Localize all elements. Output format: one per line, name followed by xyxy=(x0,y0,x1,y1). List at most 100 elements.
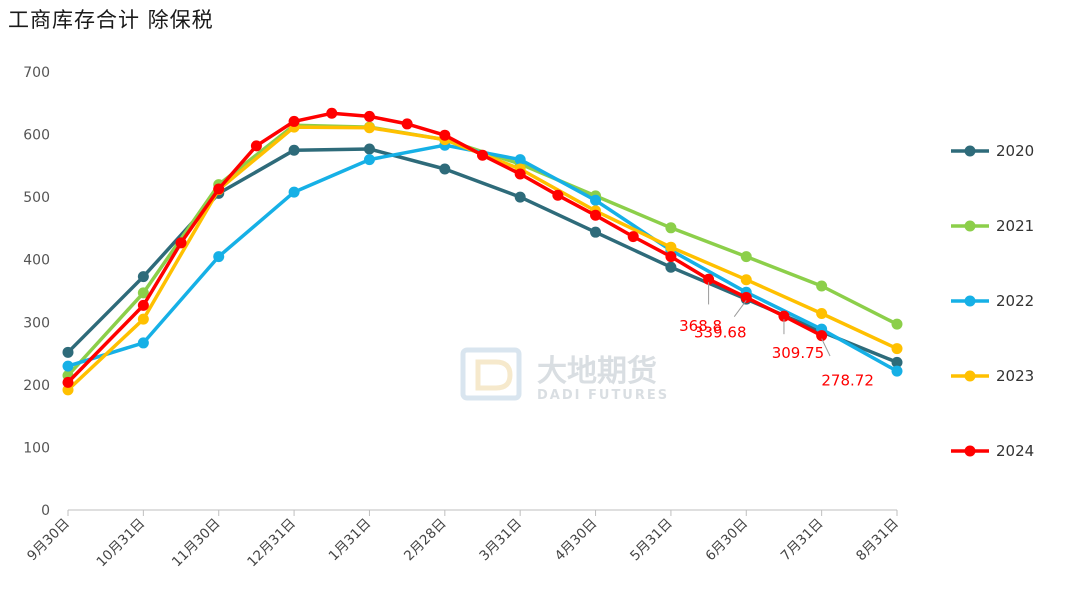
legend-swatch-marker xyxy=(964,220,976,232)
y-tick-label: 600 xyxy=(23,128,50,144)
legend-swatch-marker xyxy=(964,295,976,307)
data-point xyxy=(891,365,903,377)
data-point xyxy=(326,107,338,119)
series-layer xyxy=(62,107,903,396)
annotation-leader xyxy=(733,300,747,317)
legend: 2020 2021 2022 2023 2024 xyxy=(951,142,1034,460)
data-point xyxy=(62,376,74,388)
annotation-leader xyxy=(821,338,831,357)
legend-swatch-marker xyxy=(964,445,976,457)
data-point xyxy=(891,318,903,330)
legend-label: 2020 xyxy=(996,142,1034,160)
x-tick-label: 3月31日 xyxy=(476,516,525,565)
legend-label: 2022 xyxy=(996,292,1034,310)
x-tick-label: 7月31日 xyxy=(778,516,827,565)
legend-label: 2024 xyxy=(996,442,1034,460)
data-point xyxy=(627,231,639,243)
chart-title: 工商库存合计 除保税 xyxy=(8,8,214,32)
series-line-2024 xyxy=(66,111,823,384)
legend-swatch-marker xyxy=(964,145,976,157)
data-point xyxy=(514,168,526,180)
series-2022 xyxy=(62,139,903,377)
data-point xyxy=(891,343,903,355)
data-point xyxy=(213,251,225,263)
legend-label: 2021 xyxy=(996,217,1034,235)
data-point xyxy=(665,222,677,234)
data-point xyxy=(137,313,149,325)
data-point xyxy=(590,226,602,238)
legend-label: 2023 xyxy=(996,367,1034,385)
axes: 0 100 200 300 400 500 600 700 9月30日 10月31日 11月30日 1… xyxy=(23,65,902,570)
legend-item-2022: 2022 xyxy=(951,292,1034,310)
data-point xyxy=(552,189,564,201)
data-point xyxy=(288,144,300,156)
data-point xyxy=(137,271,149,283)
x-tick-label: 10月31日 xyxy=(93,516,148,571)
data-point xyxy=(590,209,602,221)
annotation-label: 368.8 xyxy=(679,317,722,335)
data-point xyxy=(477,149,488,161)
y-tick-label: 300 xyxy=(23,315,50,331)
watermark-logo-mark xyxy=(460,347,522,401)
data-point xyxy=(250,140,262,152)
y-tick-label: 400 xyxy=(23,253,50,269)
x-tick-label: 12月31日 xyxy=(244,516,299,571)
series-line-2020 xyxy=(66,147,898,364)
data-point xyxy=(213,183,225,195)
x-tick-label: 4月30日 xyxy=(552,516,601,565)
data-point xyxy=(363,122,375,134)
x-tick-label: 5月31日 xyxy=(627,516,676,565)
legend-item-2020: 2020 xyxy=(951,142,1034,160)
watermark-text-cn: 大地期货 xyxy=(537,354,657,389)
watermark-text-en: DADI FUTURES xyxy=(537,388,669,403)
data-point xyxy=(740,274,752,286)
legend-swatch-marker xyxy=(964,370,976,382)
data-point xyxy=(703,273,715,285)
x-tick-label: 1月31日 xyxy=(326,516,375,565)
data-point xyxy=(740,251,752,263)
data-point xyxy=(816,280,828,292)
data-point xyxy=(514,191,526,203)
data-point xyxy=(891,356,903,368)
x-tick-label: 2月28日 xyxy=(401,516,450,565)
x-tick-label: 11月30日 xyxy=(169,516,224,571)
data-point xyxy=(363,154,375,166)
y-tick-label: 200 xyxy=(23,378,50,394)
data-point xyxy=(665,261,677,273)
legend-item-2024: 2024 xyxy=(951,442,1034,460)
data-point xyxy=(590,194,602,206)
y-tick-label: 100 xyxy=(23,440,50,456)
legend-item-2021: 2021 xyxy=(951,217,1034,235)
data-point xyxy=(740,291,752,303)
data-point xyxy=(439,163,451,175)
data-point xyxy=(363,110,375,122)
data-point xyxy=(62,360,74,372)
data-point xyxy=(62,346,74,358)
data-point xyxy=(439,129,451,141)
watermark-logo-mark-inner xyxy=(475,359,513,391)
x-tick-label: 9月30日 xyxy=(24,516,73,565)
data-point xyxy=(514,154,526,166)
annotation-label: 278.72 xyxy=(821,372,874,390)
data-point xyxy=(288,115,300,127)
y-tick-label: 0 xyxy=(41,503,50,519)
series-2020 xyxy=(62,143,903,368)
data-point xyxy=(137,337,149,349)
data-point xyxy=(816,308,828,320)
series-line-2021 xyxy=(66,123,898,377)
data-point xyxy=(137,287,149,299)
series-line-2022 xyxy=(67,143,898,373)
data-point xyxy=(288,186,300,198)
data-point xyxy=(816,330,828,342)
data-point xyxy=(665,241,677,253)
watermark-logo: 大地期货 DADI FUTURES xyxy=(460,347,669,403)
legend-item-2023: 2023 xyxy=(951,367,1034,385)
x-tick-label: 8月31日 xyxy=(853,516,902,565)
data-point xyxy=(665,251,677,263)
series-2024 xyxy=(62,107,828,388)
data-point xyxy=(778,310,790,322)
data-point xyxy=(137,299,149,311)
annotation-label: 309.75 xyxy=(772,344,825,362)
